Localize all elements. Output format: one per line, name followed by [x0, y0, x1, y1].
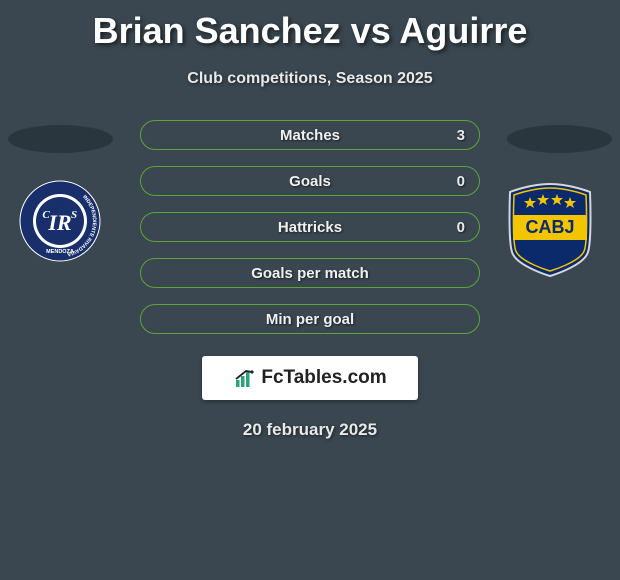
shadow-ellipse-left [8, 125, 113, 153]
fctables-logo: FcTables.com [202, 356, 418, 400]
svg-text:CABJ: CABJ [525, 217, 574, 237]
bar-chart-icon [233, 366, 257, 390]
stat-label: Matches [141, 127, 479, 144]
page-title: Brian Sanchez vs Aguirre [0, 0, 620, 52]
stat-value: 0 [457, 219, 465, 236]
stat-bar-min-per-goal: Min per goal [140, 304, 480, 334]
shadow-ellipse-right [507, 125, 612, 153]
stat-bar-goals: Goals 0 [140, 166, 480, 196]
stat-bar-matches: Matches 3 [140, 120, 480, 150]
stat-label: Hattricks [141, 219, 479, 236]
date-text: 20 february 2025 [0, 420, 620, 440]
stat-label: Min per goal [141, 311, 479, 328]
stat-label: Goals [141, 173, 479, 190]
stat-bars: Matches 3 Goals 0 Hattricks 0 Goals per … [140, 120, 480, 334]
stat-value: 3 [457, 127, 465, 144]
boca-juniors-badge-icon: CABJ [500, 180, 600, 280]
logo-text: FcTables.com [261, 367, 386, 389]
club-badge-right: CABJ [500, 180, 600, 285]
stat-bar-goals-per-match: Goals per match [140, 258, 480, 288]
svg-text:MENDOZA: MENDOZA [46, 249, 74, 255]
svg-text:IR: IR [47, 210, 71, 235]
svg-text:S: S [71, 209, 77, 221]
stat-bar-hattricks: Hattricks 0 [140, 212, 480, 242]
independiente-rivadavia-badge-icon: INDEPENDIENTE RIVADAVIA MENDOZA IR C S [19, 180, 101, 262]
subtitle: Club competitions, Season 2025 [0, 70, 620, 88]
stat-label: Goals per match [141, 265, 479, 282]
club-badge-left: INDEPENDIENTE RIVADAVIA MENDOZA IR C S [19, 180, 101, 267]
stat-value: 0 [457, 173, 465, 190]
svg-text:C: C [42, 209, 50, 221]
